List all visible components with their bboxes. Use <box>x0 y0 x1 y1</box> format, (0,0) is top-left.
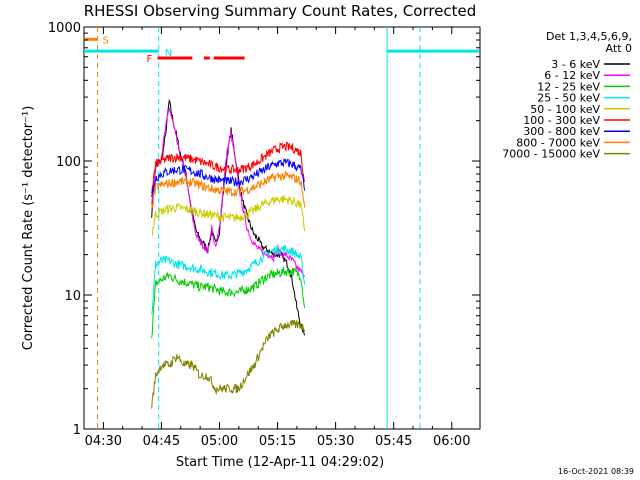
series-line <box>151 267 306 339</box>
y-tick-label: 100 <box>56 155 81 170</box>
legend-label: 300 - 800 keV <box>523 125 600 138</box>
y-axis: 1 10 100 1000 <box>48 21 480 438</box>
y-tick-label: 1 <box>73 423 81 438</box>
x-tick-label: 05:45 <box>375 434 412 449</box>
series-line <box>151 170 306 208</box>
flare-flag-label: F <box>147 54 153 65</box>
legend-label: 3 - 6 keV <box>551 58 600 71</box>
legend-label: 25 - 50 keV <box>537 92 600 105</box>
legend-header-1: Det 1,3,4,5,6,9, <box>546 30 632 43</box>
x-tick-label: 04:30 <box>85 434 122 449</box>
legend-label: 800 - 7000 keV <box>516 136 600 149</box>
x-axis: 04:30 04:45 05:00 05:15 05:30 05:45 06:00 <box>85 27 470 449</box>
legend-label: 6 - 12 keV <box>544 69 600 82</box>
series-line <box>151 195 306 236</box>
legend-header-2: Att 0 <box>606 42 632 55</box>
annotations: S N F <box>84 27 479 429</box>
series-line <box>151 99 306 336</box>
x-tick-label: 05:15 <box>259 434 296 449</box>
y-tick-label: 1000 <box>48 21 81 36</box>
plot-area <box>83 26 481 430</box>
y-tick-label: 10 <box>64 289 81 304</box>
x-tick-label: 05:00 <box>201 434 238 449</box>
series-line <box>151 244 306 315</box>
x-tick-label: 04:45 <box>143 434 180 449</box>
saa-flag-label: S <box>103 35 109 46</box>
legend-label: 50 - 100 keV <box>530 103 600 116</box>
series-line <box>151 141 306 194</box>
legend-label: 12 - 25 keV <box>537 80 600 93</box>
legend-label: 100 - 300 keV <box>523 114 600 127</box>
plot-frame <box>83 26 481 430</box>
series-layer <box>151 99 306 409</box>
legend-label: 7000 - 15000 keV <box>502 148 600 161</box>
chart-title: RHESSI Observing Summary Count Rates, Co… <box>84 2 477 20</box>
night-flag-label: N <box>165 48 172 59</box>
x-tick-label: 05:30 <box>317 434 354 449</box>
timestamp: 16-Oct-2021 08:39 <box>558 467 634 476</box>
y-axis-label: Corrected Count Rate (s⁻¹ detector⁻¹) <box>21 106 36 351</box>
series-line <box>151 157 306 197</box>
x-axis-label: Start Time (12-Apr-11 04:29:02) <box>176 455 384 470</box>
series-line <box>151 319 306 409</box>
x-tick-label: 06:00 <box>433 434 470 449</box>
